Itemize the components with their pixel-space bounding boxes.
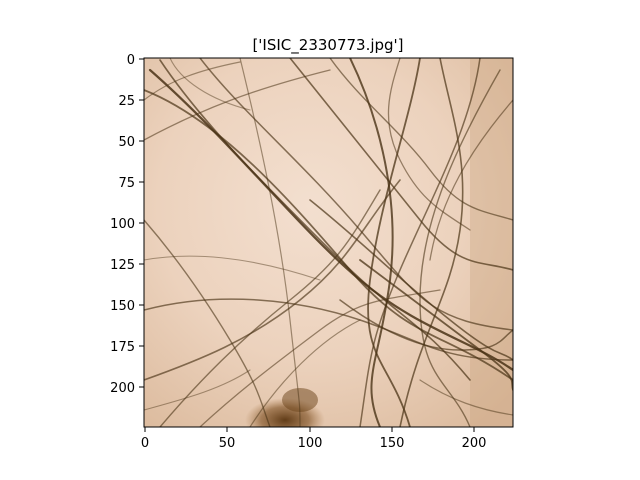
x-tick-label: 50 bbox=[219, 436, 236, 451]
y-tick-label: 75 bbox=[118, 176, 135, 191]
figure-title: ['ISIC_2330773.jpg'] bbox=[252, 36, 403, 55]
y-tick-label: 0 bbox=[127, 53, 135, 68]
y-tick-label: 125 bbox=[110, 258, 135, 273]
y-tick-label: 200 bbox=[110, 381, 135, 396]
y-tick-label: 175 bbox=[110, 340, 135, 355]
x-tick-label: 150 bbox=[380, 436, 405, 451]
y-tick-label: 25 bbox=[118, 94, 135, 109]
y-axis: 0 25 50 75 100 125 150 175 200 bbox=[110, 53, 144, 396]
hair-strands bbox=[144, 58, 513, 427]
y-tick-label: 50 bbox=[118, 135, 135, 150]
skin-image bbox=[144, 58, 513, 427]
x-tick-label: 0 bbox=[141, 436, 149, 451]
axes-frame bbox=[143, 57, 514, 428]
y-tick-label: 150 bbox=[110, 299, 135, 314]
x-axis: 0 50 100 150 200 bbox=[141, 427, 487, 451]
x-tick-label: 200 bbox=[462, 436, 487, 451]
x-tick-label: 100 bbox=[298, 436, 323, 451]
y-tick-label: 100 bbox=[110, 217, 135, 232]
